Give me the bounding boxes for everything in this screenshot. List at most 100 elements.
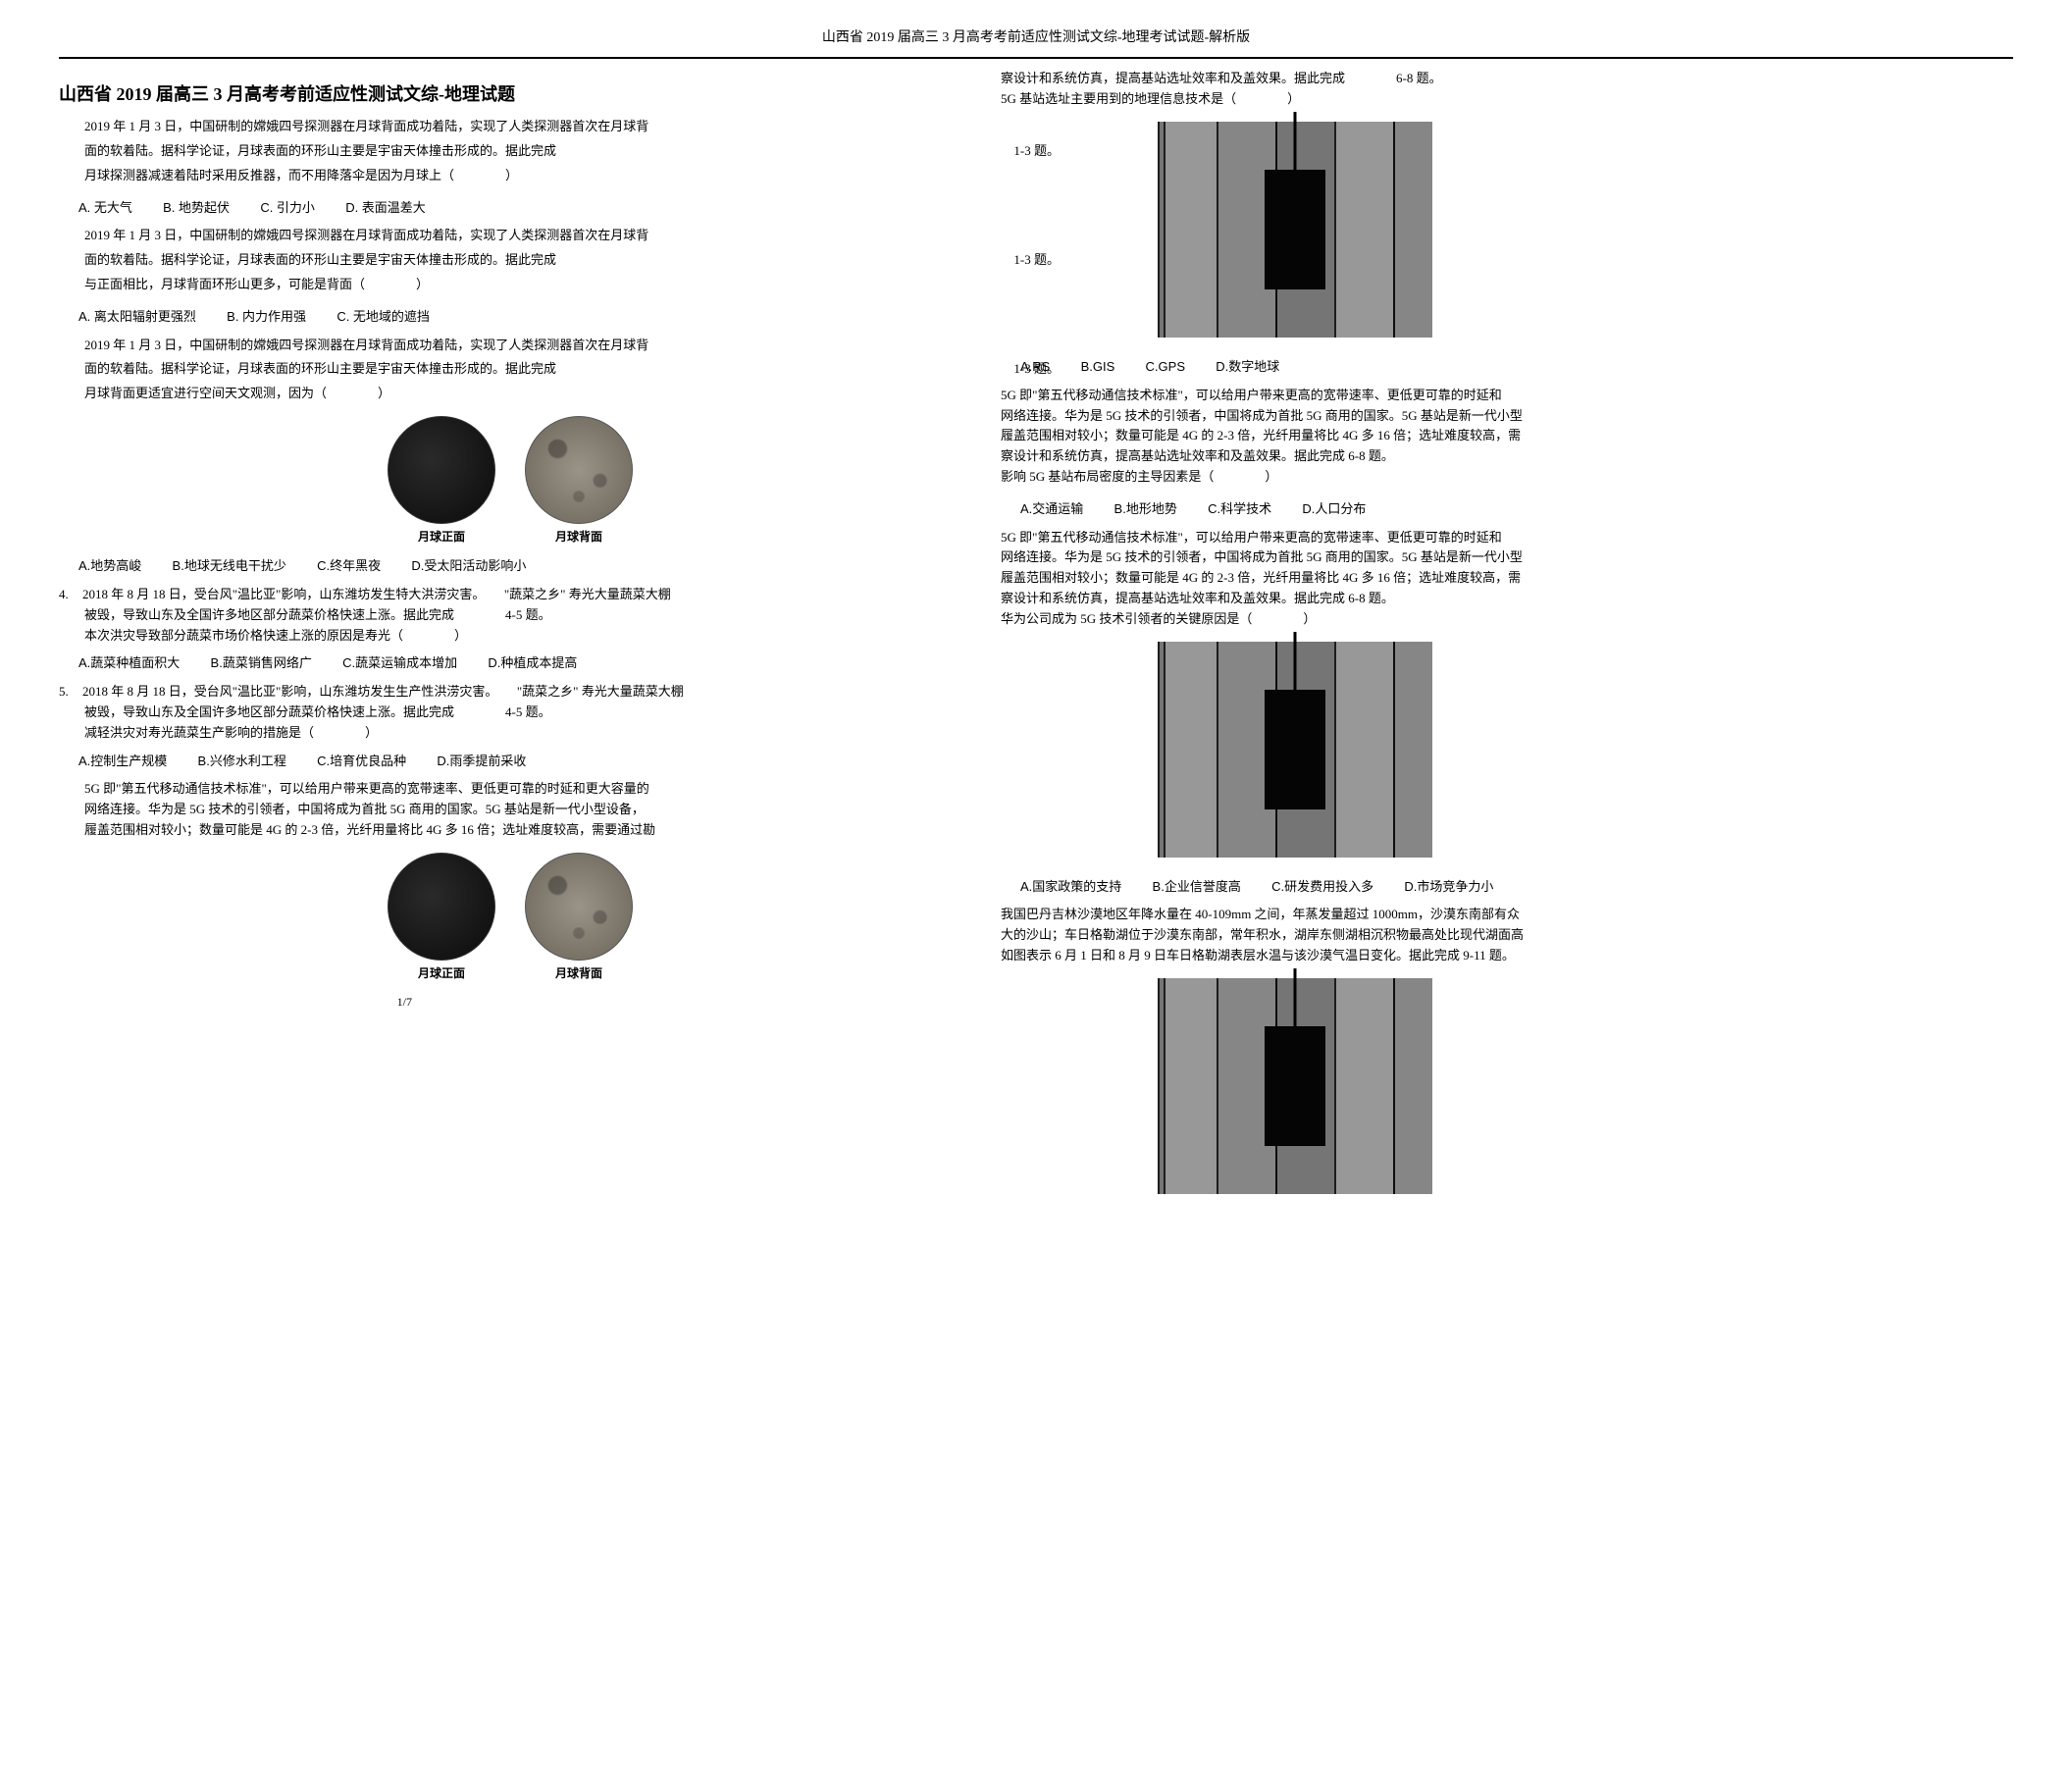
q5-number: 5. xyxy=(59,682,82,703)
moon-back-label-2: 月球背面 xyxy=(525,964,633,983)
q4-t3: 本次洪灾导致部分蔬菜市场价格快速上涨的原因是寿光（ ） xyxy=(59,626,961,647)
main-title: 山西省 2019 届高三 3 月高考考前适应性测试文综-地理试题 xyxy=(59,80,961,109)
r4-l1: 我国巴丹吉林沙漠地区年降水量在 40-109mm 之间，年蒸发量超过 1000m… xyxy=(1001,905,2013,925)
r2-opt-a[interactable]: A.交通运输 xyxy=(1020,499,1083,520)
q2-line-2: 面的软着陆。据科学论证，月球表面的环形山主要是宇宙天体撞击形成的。据此完成1-3… xyxy=(59,250,961,271)
r3-l5: 华为公司成为 5G 技术引领者的关键原因是（ ） xyxy=(1001,609,2013,630)
r3-l2: 网络连接。华为是 5G 技术的引领者，中国将成为首批 5G 商用的国家。5G 基… xyxy=(1001,547,2013,568)
moon-front-icon xyxy=(388,416,495,524)
moon-back-icon xyxy=(525,416,633,524)
q2-options: A. 离太阳辐射更强烈 B. 内力作用强 C. 无地域的遮挡 xyxy=(59,307,961,328)
moon-front-label: 月球正面 xyxy=(388,528,495,547)
5g-p3: 履盖范围相对较小；数量可能是 4G 的 2-3 倍，光纤用量将比 4G 多 16… xyxy=(59,820,961,841)
r1-options: A.RS B.GIS C.GPS D.数字地球 xyxy=(1001,357,2013,378)
r2-l4: 察设计和系统仿真，提高基站选址效率和及盖效果。据此完成 6-8 题。 xyxy=(1001,446,2013,467)
moon-figure-2: 月球正面 月球背面 xyxy=(59,853,961,983)
moon-back-icon-2 xyxy=(525,853,633,961)
q-range-1: 1-3 题。 xyxy=(988,141,1060,162)
base-station-figure-2 xyxy=(1158,642,1432,858)
q4-t1: 2018 年 8 月 18 日，受台风"温比亚"影响，山东潍坊发生特大洪涝灾害。… xyxy=(82,587,671,601)
r4-l3: 如图表示 6 月 1 日和 8 月 9 日车日格勒湖表层水温与该沙漠气温日变化。… xyxy=(1001,946,2013,966)
r1-opt-b[interactable]: B.GIS xyxy=(1081,357,1115,378)
5g-p1: 5G 即"第五代移动通信技术标准"，可以给用户带来更高的宽带速率、更低更可靠的时… xyxy=(59,779,961,800)
5g-p2: 网络连接。华为是 5G 技术的引领者，中国将成为首批 5G 商用的国家。5G 基… xyxy=(59,800,961,820)
r2-l3: 履盖范围相对较小；数量可能是 4G 的 2-3 倍，光纤用量将比 4G 多 16… xyxy=(1001,426,2013,446)
q3-line-1: 2019 年 1 月 3 日，中国研制的嫦娥四号探测器在月球背面成功着陆，实现了… xyxy=(59,336,961,356)
intro-block: 2019 年 1 月 3 日，中国研制的嫦娥四号探测器在月球背面成功着陆，实现了… xyxy=(59,117,961,185)
q5-t2: 被毁，导致山东及全国许多地区部分蔬菜价格快速上涨。据此完成 4-5 题。 xyxy=(59,703,961,723)
q2-opt-b[interactable]: B. 内力作用强 xyxy=(227,307,306,328)
base-station-figure-1 xyxy=(1158,122,1432,338)
q-range-2: 1-3 题。 xyxy=(988,250,1060,271)
q3-line-2: 面的软着陆。据科学论证，月球表面的环形山主要是宇宙天体撞击形成的。据此完成1-3… xyxy=(59,359,961,380)
q2-line-1: 2019 年 1 月 3 日，中国研制的嫦娥四号探测器在月球背面成功着陆，实现了… xyxy=(59,226,961,246)
r2-l5: 影响 5G 基站布局密度的主导因素是（ ） xyxy=(1001,467,2013,488)
q4-opt-a[interactable]: A.蔬菜种植面积大 xyxy=(78,653,180,674)
q4-opt-d[interactable]: D.种植成本提高 xyxy=(488,653,577,674)
r2-opt-d[interactable]: D.人口分布 xyxy=(1302,499,1366,520)
moon-front-icon-2 xyxy=(388,853,495,961)
q2-opt-c[interactable]: C. 无地域的遮挡 xyxy=(337,307,430,328)
q3-opt-a[interactable]: A.地势高峻 xyxy=(78,556,141,577)
r1-l1: 察设计和系统仿真，提高基站选址效率和及盖效果。据此完成 6-8 题。 xyxy=(1001,69,2013,89)
q1-stem: 月球探测器减速着陆时采用反推器，而不用降落伞是因为月球上（ ） xyxy=(59,166,961,186)
q5-opt-a[interactable]: A.控制生产规模 xyxy=(78,752,167,772)
q1-opt-d[interactable]: D. 表面温差大 xyxy=(345,198,426,219)
q5-block: 5.2018 年 8 月 18 日，受台风"温比亚"影响，山东潍坊发生生产性洪涝… xyxy=(59,682,961,743)
q5-t3: 减轻洪灾对寿光蔬菜生产影响的措施是（ ） xyxy=(59,723,961,744)
q5-options: A.控制生产规模 B.兴修水利工程 C.培育优良品种 D.雨季提前采收 xyxy=(59,752,961,772)
q2-opt-a[interactable]: A. 离太阳辐射更强烈 xyxy=(78,307,196,328)
r4-block: 我国巴丹吉林沙漠地区年降水量在 40-109mm 之间，年蒸发量超过 1000m… xyxy=(1001,905,2013,965)
q1-opt-a[interactable]: A. 无大气 xyxy=(78,198,132,219)
q1-opt-b[interactable]: B. 地势起伏 xyxy=(163,198,230,219)
q-range-3: 1-3 题。 xyxy=(988,359,1060,380)
intro-line-1: 2019 年 1 月 3 日，中国研制的嫦娥四号探测器在月球背面成功着陆，实现了… xyxy=(59,117,961,137)
r2-opt-b[interactable]: B.地形地势 xyxy=(1114,499,1177,520)
r1-block: 察设计和系统仿真，提高基站选址效率和及盖效果。据此完成 6-8 题。 5G 基站… xyxy=(1001,69,2013,110)
r1-l2: 5G 基站选址主要用到的地理信息技术是（ ） xyxy=(1001,89,2013,110)
r2-options: A.交通运输 B.地形地势 C.科学技术 D.人口分布 xyxy=(1001,499,2013,520)
moon-back-label: 月球背面 xyxy=(525,528,633,547)
q1-options: A. 无大气 B. 地势起伏 C. 引力小 D. 表面温差大 xyxy=(59,198,961,219)
r2-block: 5G 即"第五代移动通信技术标准"，可以给用户带来更高的宽带速率、更低更可靠的时… xyxy=(1001,386,2013,488)
q2-stem: 与正面相比，月球背面环形山更多，可能是背面（ ） xyxy=(59,275,961,295)
q4-number: 4. xyxy=(59,585,82,605)
q1-opt-c[interactable]: C. 引力小 xyxy=(260,198,315,219)
page-number: 1/7 xyxy=(59,993,412,1012)
q3-opt-c[interactable]: C.终年黑夜 xyxy=(317,556,381,577)
left-column: 山西省 2019 届高三 3 月高考考前适应性测试文综-地理试题 2019 年 … xyxy=(59,69,961,1213)
q3-block: 2019 年 1 月 3 日，中国研制的嫦娥四号探测器在月球背面成功着陆，实现了… xyxy=(59,336,961,404)
r3-l1: 5G 即"第五代移动通信技术标准"，可以给用户带来更高的宽带速率、更低更可靠的时… xyxy=(1001,528,2013,548)
q5-t1: 2018 年 8 月 18 日，受台风"温比亚"影响，山东潍坊发生生产性洪涝灾害… xyxy=(82,684,684,699)
r3-opt-c[interactable]: C.研发费用投入多 xyxy=(1271,877,1373,898)
q4-opt-b[interactable]: B.蔬菜销售网络广 xyxy=(211,653,312,674)
base-station-figure-3 xyxy=(1158,978,1432,1194)
q5-opt-b[interactable]: B.兴修水利工程 xyxy=(198,752,286,772)
q4-block: 4.2018 年 8 月 18 日，受台风"温比亚"影响，山东潍坊发生特大洪涝灾… xyxy=(59,585,961,646)
q5-opt-d[interactable]: D.雨季提前采收 xyxy=(437,752,526,772)
moon-figure-1: 月球正面 月球背面 xyxy=(59,416,961,547)
r3-block: 5G 即"第五代移动通信技术标准"，可以给用户带来更高的宽带速率、更低更可靠的时… xyxy=(1001,528,2013,630)
r2-opt-c[interactable]: C.科学技术 xyxy=(1208,499,1271,520)
q3-stem: 月球背面更适宜进行空间天文观测，因为（ ） xyxy=(59,384,961,404)
5g-intro: 5G 即"第五代移动通信技术标准"，可以给用户带来更高的宽带速率、更低更可靠的时… xyxy=(59,779,961,840)
q4-t2: 被毁，导致山东及全国许多地区部分蔬菜价格快速上涨。据此完成 4-5 题。 xyxy=(59,605,961,626)
q3-opt-b[interactable]: B.地球无线电干扰少 xyxy=(173,556,286,577)
r3-opt-a[interactable]: A.国家政策的支持 xyxy=(1020,877,1121,898)
q4-options: A.蔬菜种植面积大 B.蔬菜销售网络广 C.蔬菜运输成本增加 D.种植成本提高 xyxy=(59,653,961,674)
q2-block: 2019 年 1 月 3 日，中国研制的嫦娥四号探测器在月球背面成功着陆，实现了… xyxy=(59,226,961,294)
r2-l2: 网络连接。华为是 5G 技术的引领者，中国将成为首批 5G 商用的国家。5G 基… xyxy=(1001,406,2013,427)
r3-l4: 察设计和系统仿真，提高基站选址效率和及盖效果。据此完成 6-8 题。 xyxy=(1001,589,2013,609)
r1-opt-d[interactable]: D.数字地球 xyxy=(1216,357,1279,378)
q5-opt-c[interactable]: C.培育优良品种 xyxy=(317,752,406,772)
r2-l1: 5G 即"第五代移动通信技术标准"，可以给用户带来更高的宽带速率、更低更可靠的时… xyxy=(1001,386,2013,406)
r3-options: A.国家政策的支持 B.企业信誉度高 C.研发费用投入多 D.市场竞争力小 xyxy=(1001,877,2013,898)
q4-opt-c[interactable]: C.蔬菜运输成本增加 xyxy=(342,653,457,674)
r3-opt-b[interactable]: B.企业信誉度高 xyxy=(1153,877,1241,898)
r3-l3: 履盖范围相对较小；数量可能是 4G 的 2-3 倍，光纤用量将比 4G 多 16… xyxy=(1001,568,2013,589)
right-column: 察设计和系统仿真，提高基站选址效率和及盖效果。据此完成 6-8 题。 5G 基站… xyxy=(1001,69,2013,1213)
r3-opt-d[interactable]: D.市场竞争力小 xyxy=(1404,877,1493,898)
q3-opt-d[interactable]: D.受太阳活动影响小 xyxy=(411,556,526,577)
moon-front-label-2: 月球正面 xyxy=(388,964,495,983)
r1-opt-c[interactable]: C.GPS xyxy=(1146,357,1185,378)
